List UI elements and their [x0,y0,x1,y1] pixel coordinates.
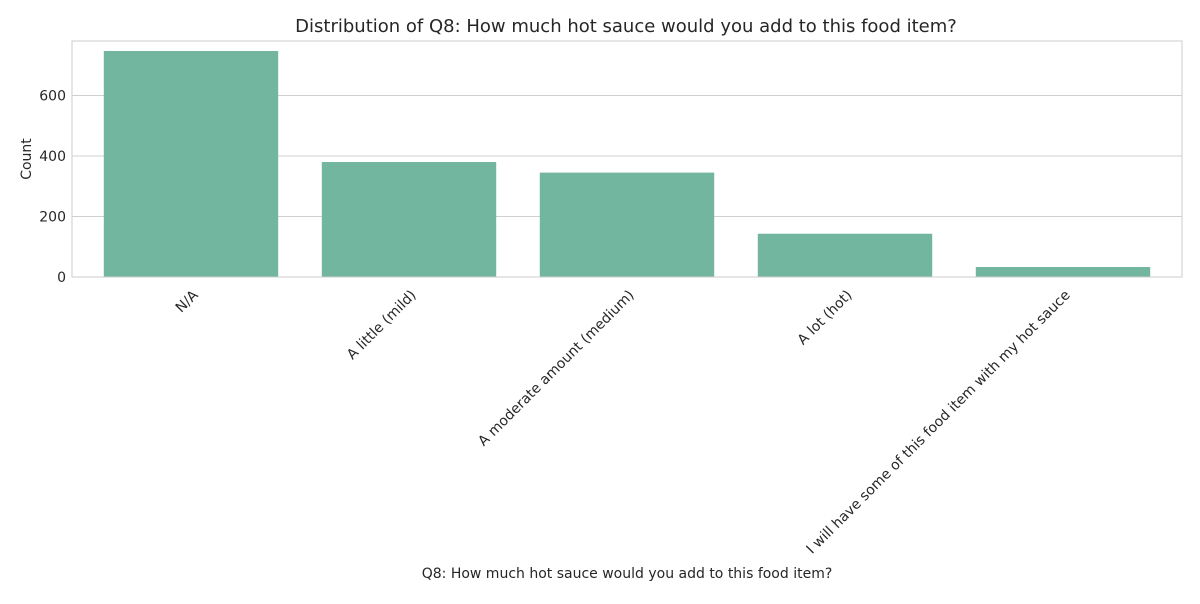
y-tick-label: 400 [39,149,66,165]
x-tick-label: A moderate amount (medium) [475,287,637,449]
y-tick-label: 0 [57,270,66,286]
y-tick-label: 600 [39,88,66,104]
plot-frame [71,40,1183,278]
chart-title: Distribution of Q8: How much hot sauce w… [295,16,957,37]
y-tick-label: 200 [39,209,66,225]
bars [103,50,1151,277]
x-tick-label: N/A [173,287,202,316]
x-tick-label: I will have some of this food item with … [804,287,1074,557]
bar-2 [539,172,715,277]
y-tick-labels: 0 200 400 600 [39,88,66,286]
x-tick-labels: N/A A little (mild) A moderate amount (med… [173,287,1074,557]
x-tick-label: A little (mild) [344,287,420,363]
x-axis-label: Q8: How much hot sauce would you add to … [422,566,833,582]
bar-3 [757,233,933,277]
y-axis-label: Count [19,138,35,180]
x-tick-label: A lot (hot) [795,287,856,348]
bar-1 [321,162,497,277]
bar-4 [975,267,1151,277]
bar-0 [103,50,279,277]
